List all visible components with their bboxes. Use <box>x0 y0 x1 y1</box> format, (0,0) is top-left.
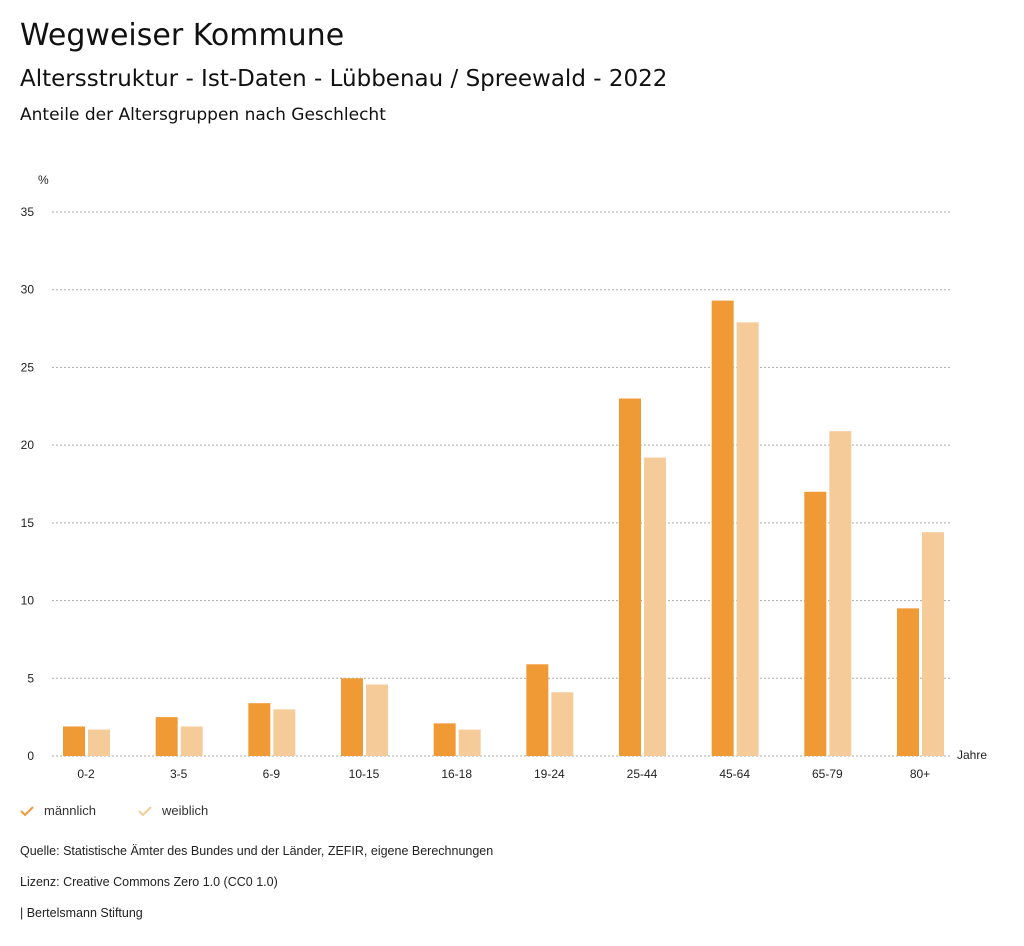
y-tick-label: 15 <box>21 516 35 530</box>
bar-weiblich-25-44[interactable] <box>644 457 666 756</box>
check-icon <box>20 805 34 816</box>
x-tick-label: 16-18 <box>441 767 472 781</box>
license-text: Lizenz: Creative Commons Zero 1.0 (CC0 1… <box>20 875 278 889</box>
bar-weiblich-45-64[interactable] <box>736 322 759 756</box>
x-tick-label: 19-24 <box>534 767 565 781</box>
bar-männlich-16-18[interactable] <box>433 723 456 756</box>
x-tick-label: 0-2 <box>77 767 95 781</box>
legend-item-weiblich[interactable]: weiblich <box>138 803 208 818</box>
x-tick-label: 3-5 <box>170 767 188 781</box>
bar-weiblich-3-5[interactable] <box>180 726 203 756</box>
bar-weiblich-16-18[interactable] <box>458 729 481 756</box>
legend-label: männlich <box>44 803 97 818</box>
x-axis-label: Jahre <box>957 748 987 762</box>
bar-männlich-19-24[interactable] <box>526 664 549 756</box>
x-tick-label: 10-15 <box>349 767 380 781</box>
x-tick-label: 6-9 <box>263 767 281 781</box>
bar-männlich-6-9[interactable] <box>248 703 271 756</box>
y-tick-label: 25 <box>21 360 35 374</box>
legend-item-maennlich[interactable]: männlich <box>20 803 96 818</box>
bar-männlich-65-79[interactable] <box>804 491 827 756</box>
bar-weiblich-65-79[interactable] <box>829 431 852 756</box>
legend-label: weiblich <box>162 803 209 818</box>
check-icon <box>138 805 152 816</box>
bar-weiblich-80+[interactable] <box>922 532 944 756</box>
brand-text: | Bertelsmann Stiftung <box>20 906 143 920</box>
bar-männlich-3-5[interactable] <box>155 717 178 756</box>
app-title: Wegweiser Kommune <box>20 18 345 53</box>
bar-chart: % 0 5 10 15 20 25 30 35 Jahre 0-2 3-5 6-9 10-15 16-18 1… <box>21 173 988 781</box>
bar-weiblich-19-24[interactable] <box>551 692 574 756</box>
chart-title: Anteile der Altersgruppen nach Geschlech… <box>20 105 386 125</box>
bar-weiblich-6-9[interactable] <box>273 709 296 756</box>
bar-männlich-10-15[interactable] <box>341 678 363 756</box>
bar-weiblich-0-2[interactable] <box>88 729 110 756</box>
y-tick-label: 0 <box>27 749 34 763</box>
x-tick-label: 45-64 <box>719 767 750 781</box>
bar-weiblich-10-15[interactable] <box>366 684 388 756</box>
chart-subtitle: Altersstruktur - Ist-Daten - Lübbenau / … <box>20 66 668 92</box>
x-tick-label: 80+ <box>910 767 930 781</box>
x-tick-label: 25-44 <box>627 767 658 781</box>
bar-männlich-45-64[interactable] <box>711 300 734 756</box>
x-tick-label: 65-79 <box>812 767 843 781</box>
y-tick-label: 5 <box>27 671 34 685</box>
y-tick-label: 30 <box>21 283 35 297</box>
bar-männlich-25-44[interactable] <box>619 398 641 756</box>
source-text: Quelle: Statistische Ämter des Bundes un… <box>20 844 494 858</box>
y-tick-label: 20 <box>21 438 35 452</box>
y-axis-label: % <box>38 173 49 187</box>
bar-männlich-80+[interactable] <box>897 608 919 756</box>
y-tick-label: 35 <box>21 205 35 219</box>
y-tick-label: 10 <box>21 594 35 608</box>
bar-männlich-0-2[interactable] <box>63 726 85 756</box>
